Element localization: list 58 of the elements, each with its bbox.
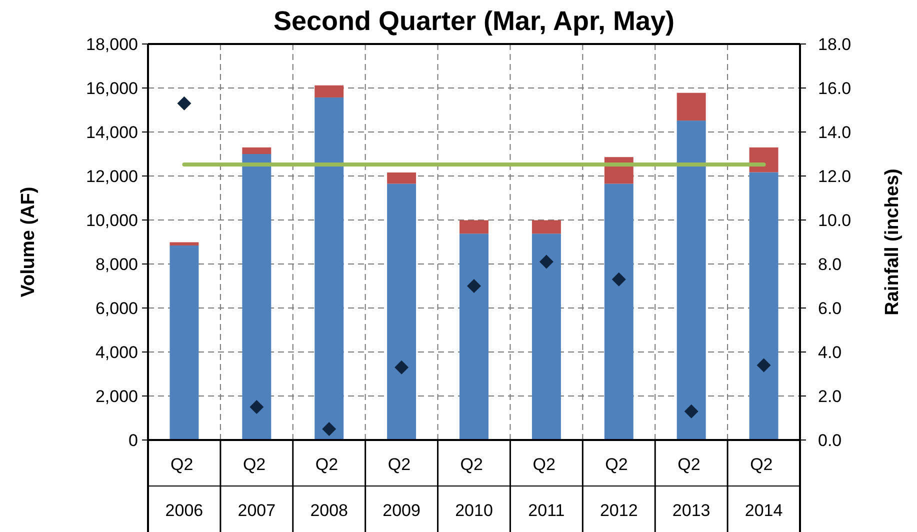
bar: [314, 85, 344, 98]
y-tick-label: 16,000: [86, 78, 138, 98]
y2-tick-label: 12.0: [818, 166, 852, 186]
bar: [749, 147, 778, 172]
category-label: Q2 2012: [600, 454, 638, 520]
bar: [460, 220, 488, 234]
y-tick-label: 4,000: [95, 342, 138, 362]
y2-tick-label: 10.0: [818, 210, 852, 230]
bar: [170, 246, 199, 440]
bar: [170, 242, 199, 246]
category-label: Q2 2006: [165, 454, 204, 520]
bar: [387, 172, 416, 184]
y2-tick-label: 2.0: [818, 386, 842, 406]
bar: [387, 184, 416, 440]
bar: [532, 220, 561, 234]
y2-tick-label: 0.0: [818, 430, 842, 450]
category-label: Q2 2011: [528, 454, 565, 520]
chart-title: Second Quarter (Mar, Apr, May): [273, 6, 675, 36]
bar: [242, 147, 272, 154]
y-tick-label: 8,000: [95, 254, 138, 274]
category-label: Q2 2007: [238, 454, 276, 520]
point: [394, 360, 409, 374]
bar: [460, 234, 488, 440]
bar: [676, 92, 706, 121]
y-tick-label: 12,000: [86, 166, 138, 186]
y2-tick-label: 16.0: [818, 78, 852, 98]
bar: [532, 234, 561, 440]
category-label: Q2 2014: [744, 454, 783, 520]
y2-tick-label: 8.0: [818, 254, 842, 274]
bar: [242, 154, 272, 440]
y2-tick-label: 6.0: [818, 298, 842, 318]
point: [684, 404, 698, 418]
y2-tick-label: 18.0: [818, 34, 852, 54]
y2-tick-label: 14.0: [818, 122, 852, 142]
y-tick-label: 0: [128, 430, 138, 450]
bar: [676, 120, 706, 440]
y2-tick-label: 4.0: [818, 342, 842, 362]
point: [539, 254, 554, 269]
point: [250, 400, 264, 414]
point: [322, 422, 336, 436]
y-tick-label: 6,000: [95, 298, 138, 318]
y-tick-label: 2,000: [95, 386, 138, 406]
bar: [314, 97, 344, 440]
y2-axis-title: Rainfall (inches): [882, 168, 903, 316]
category-label: Q2 2008: [310, 454, 348, 520]
bar: [604, 184, 634, 440]
category-label: Q2 2013: [672, 454, 710, 520]
y-axis-title: Volume (AF): [18, 186, 39, 298]
point: [756, 358, 771, 372]
y-tick-label: 10,000: [86, 210, 138, 230]
point: [467, 279, 481, 293]
category-label: Q2 2009: [382, 454, 420, 520]
bar: [749, 172, 778, 440]
point: [177, 96, 192, 110]
point: [612, 272, 626, 286]
y-tick-label: 18,000: [86, 34, 138, 54]
y-tick-label: 14,000: [86, 122, 138, 142]
category-label: Q2 2010: [455, 454, 493, 520]
